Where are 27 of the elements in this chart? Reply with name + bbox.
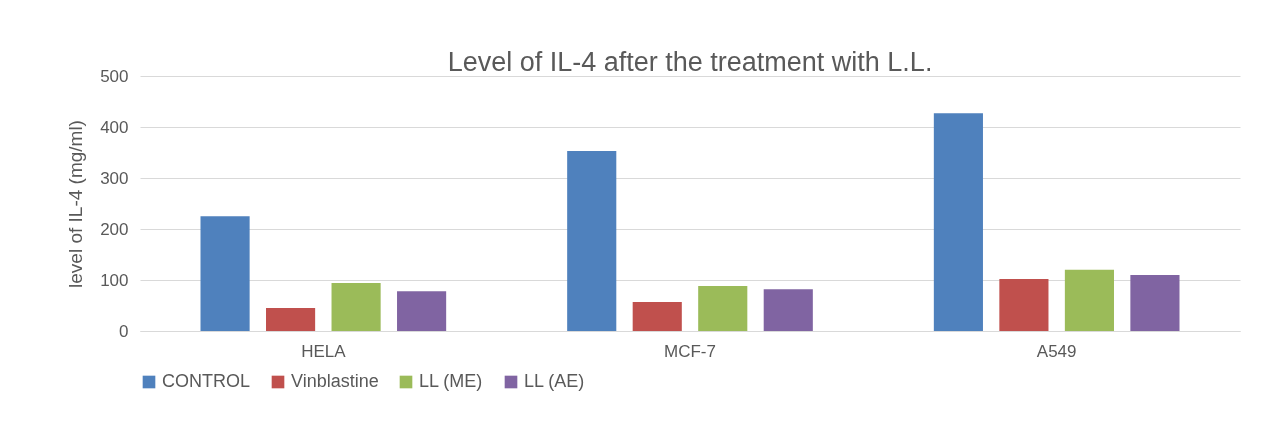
- bar: [1064, 269, 1114, 331]
- y-tick-label: 200: [100, 219, 129, 239]
- legend-label: LL (AE): [524, 371, 585, 391]
- legend-label: LL (ME): [419, 371, 483, 391]
- bar: [200, 216, 250, 331]
- y-tick-label: 400: [100, 117, 129, 137]
- bar: [698, 286, 748, 331]
- y-tick-label: 300: [100, 168, 129, 188]
- x-tick-label: A549: [1036, 341, 1077, 361]
- x-tick-label: MCF-7: [664, 341, 716, 361]
- y-tick-label: 0: [119, 321, 129, 341]
- y-tick-label: 100: [100, 270, 129, 290]
- bar: [632, 301, 682, 331]
- legend-label: Vinblastine: [291, 371, 379, 391]
- bar: [331, 283, 381, 331]
- bar: [999, 278, 1049, 331]
- bar: [933, 113, 983, 331]
- x-tick-label: HELA: [301, 341, 347, 361]
- legend-label: CONTROL: [162, 371, 251, 391]
- bar: [567, 150, 617, 331]
- chart-title: Level of IL-4 after the treatment with L.L.: [447, 47, 933, 77]
- y-tick-label: 500: [100, 66, 129, 86]
- bar: [1130, 274, 1180, 331]
- bar: [397, 291, 447, 331]
- bar: [266, 308, 316, 331]
- y-axis-title: level of IL-4 (mg/ml): [65, 120, 87, 288]
- bar: [763, 289, 813, 331]
